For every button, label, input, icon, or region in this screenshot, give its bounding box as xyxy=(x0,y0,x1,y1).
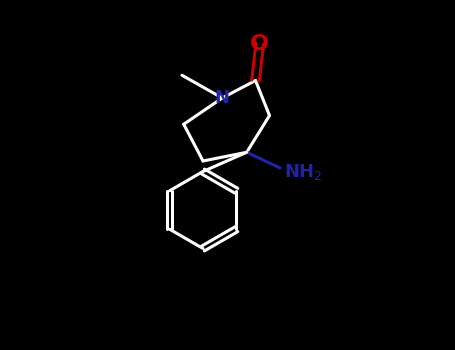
Text: O: O xyxy=(250,34,269,54)
Text: N: N xyxy=(215,89,230,107)
Text: NH$_2$: NH$_2$ xyxy=(283,161,322,182)
